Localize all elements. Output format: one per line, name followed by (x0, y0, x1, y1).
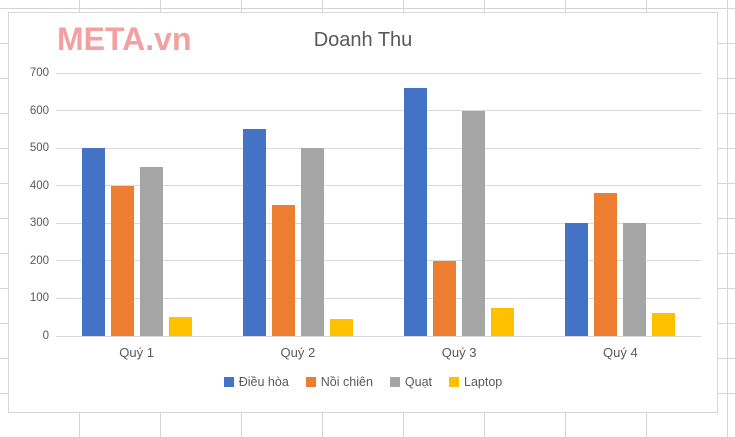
bar (491, 307, 515, 336)
bar (139, 166, 163, 336)
legend-label: Nồi chiên (320, 375, 373, 389)
x-axis: Quý 1 Quý 2 Quý 3 Quý 4 (56, 345, 701, 365)
y-axis: 0 100 200 300 400 500 600 700 (9, 67, 49, 342)
legend: Điều hòa Nồi chiên Quạt Laptop (9, 375, 717, 389)
legend-label: Laptop (464, 375, 503, 389)
gridline (56, 297, 701, 299)
y-tick-label: 0 (42, 330, 49, 342)
gridline (56, 110, 701, 112)
gridline (56, 335, 701, 337)
bar (433, 260, 457, 336)
legend-item: Điều hòa (223, 375, 289, 389)
gridline (56, 72, 701, 74)
legend-marker-icon (389, 377, 400, 387)
gridline (56, 260, 701, 262)
y-tick-label: 200 (29, 254, 49, 267)
y-tick-label: 700 (29, 67, 49, 79)
legend-label: Quạt (404, 375, 433, 389)
x-category-label: Quý 4 (603, 345, 638, 360)
legend-label: Điều hòa (238, 375, 289, 389)
chart-title: Doanh Thu (313, 29, 413, 51)
y-tick-label: 100 (29, 292, 49, 305)
bar (652, 313, 676, 336)
legend-item: Quạt (389, 375, 433, 389)
plot-area (56, 72, 701, 337)
bar (565, 223, 589, 336)
y-tick-label: 400 (29, 179, 49, 192)
meta-vn-watermark: META.vn (57, 21, 192, 57)
x-category-label: Quý 3 (441, 345, 477, 360)
bar (623, 223, 647, 336)
bar (168, 317, 192, 336)
bar (300, 148, 324, 336)
gridline (56, 222, 701, 224)
legend-marker-icon (223, 377, 234, 387)
bar (242, 129, 266, 336)
y-tick-label: 300 (29, 217, 49, 230)
legend-item: Laptop (449, 375, 502, 389)
bar (81, 148, 105, 336)
bar (110, 185, 134, 336)
gridline (56, 147, 701, 149)
y-tick-label: 500 (29, 142, 49, 155)
legend-marker-icon (305, 377, 316, 387)
gridline (56, 185, 701, 187)
chart-object[interactable]: META.vn Doanh Thu 0 100 200 300 400 500 600 700… (8, 12, 718, 413)
legend-marker-icon (449, 377, 460, 387)
bar (404, 88, 428, 336)
bar (594, 193, 618, 336)
bar (462, 110, 486, 336)
legend-item: Nồi chiên (305, 375, 373, 389)
bar (271, 204, 295, 336)
bar (329, 319, 353, 336)
x-category-label: Quý 1 (119, 345, 154, 360)
x-category-label: Quý 2 (280, 345, 316, 360)
y-tick-label: 600 (29, 104, 49, 117)
